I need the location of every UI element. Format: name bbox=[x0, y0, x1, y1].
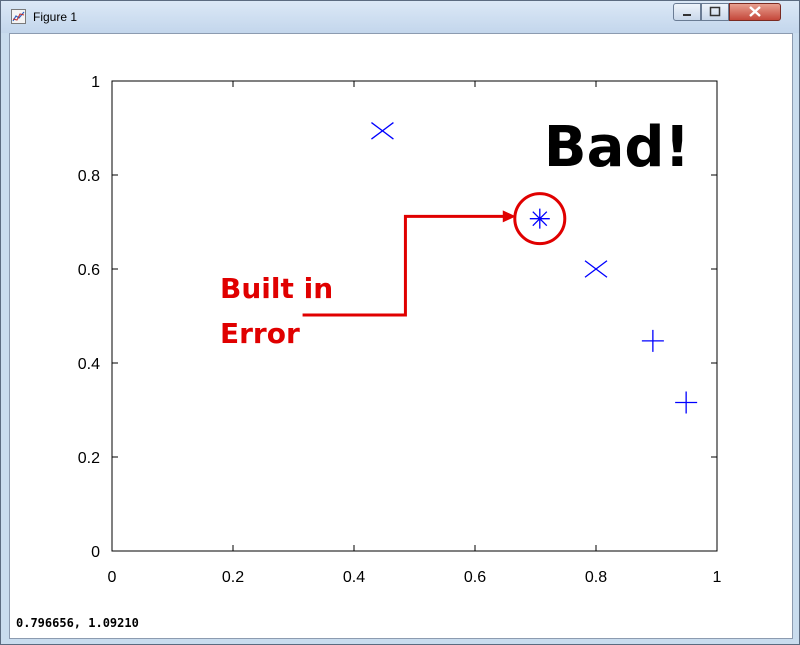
y-tick-label: 0.6 bbox=[78, 262, 100, 279]
y-tick-label: 0.4 bbox=[78, 356, 100, 373]
x-tick-label: 0 bbox=[108, 569, 117, 586]
x-tick-label: 0.8 bbox=[585, 569, 607, 586]
data-point-x bbox=[584, 260, 608, 278]
y-tick-label: 0 bbox=[91, 544, 100, 561]
data-point-star bbox=[529, 208, 550, 229]
x-tick-label: 0.6 bbox=[464, 569, 486, 586]
x-tick-label: 0.4 bbox=[343, 569, 365, 586]
close-icon bbox=[749, 6, 761, 17]
close-button[interactable] bbox=[729, 3, 781, 21]
maximize-button[interactable] bbox=[701, 3, 729, 21]
title-bar[interactable]: Figure 1 bbox=[1, 1, 799, 33]
window-title: Figure 1 bbox=[33, 10, 78, 24]
data-point-plus bbox=[675, 391, 698, 414]
figure-app-icon bbox=[11, 9, 26, 24]
data-point-x bbox=[371, 122, 394, 140]
minimize-icon bbox=[683, 14, 691, 16]
highlight-circle bbox=[513, 192, 567, 246]
y-tick-label: 1 bbox=[91, 74, 100, 91]
plot-area bbox=[111, 80, 718, 552]
x-tick-label: 1 bbox=[713, 569, 722, 586]
x-tick-label: 0.2 bbox=[222, 569, 244, 586]
callout-label-line1: Built in bbox=[220, 272, 333, 305]
coordinate-readout: 0.796656, 1.09210 bbox=[16, 616, 139, 630]
maximize-icon bbox=[709, 6, 721, 17]
callout-arrow-line bbox=[302, 214, 507, 317]
callout-label-line2: Error bbox=[220, 317, 300, 350]
arrow-head-icon bbox=[502, 210, 516, 223]
y-tick-label: 0.8 bbox=[78, 168, 100, 185]
headline-annotation: Bad! bbox=[544, 115, 690, 180]
figure-canvas-area[interactable]: 0 0.2 0.4 0.6 0.8 1 0 0.2 0.4 0.6 0.8 1 Built in Err… bbox=[9, 33, 793, 639]
scatter-chart[interactable]: 0 0.2 0.4 0.6 0.8 1 0 0.2 0.4 0.6 0.8 1 Built in Err… bbox=[10, 34, 792, 609]
data-point-plus bbox=[641, 329, 664, 352]
minimize-button[interactable] bbox=[673, 3, 701, 21]
y-tick-label: 0.2 bbox=[78, 450, 100, 467]
